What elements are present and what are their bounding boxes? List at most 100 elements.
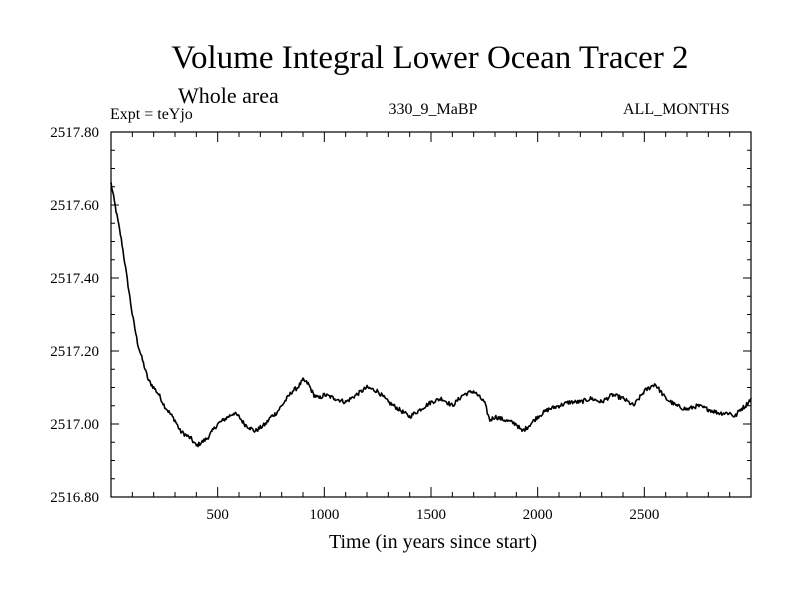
period-label: 330_9_MaBP bbox=[388, 101, 478, 118]
data-point bbox=[233, 412, 235, 414]
data-point bbox=[174, 419, 176, 421]
data-point bbox=[537, 416, 539, 418]
data-point bbox=[505, 419, 507, 421]
data-point bbox=[515, 423, 517, 425]
data-point bbox=[558, 405, 560, 407]
x-tick-label: 2500 bbox=[629, 507, 659, 523]
data-point bbox=[547, 408, 549, 410]
data-point bbox=[254, 430, 256, 432]
y-tick-label: 2517.00 bbox=[50, 417, 99, 433]
series-line bbox=[110, 182, 752, 448]
data-point bbox=[142, 361, 144, 363]
data-point bbox=[345, 401, 347, 403]
data-point bbox=[211, 430, 213, 432]
data-point bbox=[217, 423, 219, 425]
data-point bbox=[366, 386, 368, 389]
data-point bbox=[675, 405, 677, 407]
data-point bbox=[526, 427, 528, 429]
y-tick-label: 2517.60 bbox=[50, 198, 99, 214]
data-point bbox=[569, 401, 571, 403]
data-point bbox=[665, 397, 667, 400]
data-point bbox=[707, 408, 709, 410]
data-point bbox=[334, 397, 336, 400]
data-point bbox=[750, 397, 752, 400]
series-layer bbox=[110, 182, 752, 448]
data-point bbox=[291, 390, 293, 392]
data-point bbox=[419, 408, 421, 410]
data-point bbox=[718, 412, 720, 414]
experiment-label: Expt = teYjo bbox=[110, 106, 193, 123]
data-point bbox=[270, 416, 272, 418]
data-point bbox=[686, 408, 688, 410]
data-point bbox=[286, 397, 288, 400]
data-point bbox=[441, 397, 443, 400]
data-point bbox=[377, 390, 379, 392]
data-point bbox=[654, 383, 656, 385]
y-tick-label: 2517.40 bbox=[50, 271, 99, 287]
data-point bbox=[195, 445, 197, 447]
data-point bbox=[318, 397, 320, 400]
data-point bbox=[430, 401, 432, 403]
data-point bbox=[745, 405, 747, 407]
data-point bbox=[483, 401, 485, 403]
data-point bbox=[169, 412, 171, 414]
data-point bbox=[387, 401, 389, 403]
data-point bbox=[115, 211, 117, 213]
data-point bbox=[451, 405, 453, 407]
data-point bbox=[355, 394, 357, 396]
data-point bbox=[643, 390, 645, 392]
x-tick-label: 2000 bbox=[523, 507, 553, 523]
x-tick-label: 1000 bbox=[309, 507, 339, 523]
data-point bbox=[398, 408, 400, 410]
data-point bbox=[131, 313, 133, 316]
data-point bbox=[153, 386, 155, 389]
data-point bbox=[158, 394, 160, 396]
data-point bbox=[313, 394, 315, 396]
data-point bbox=[590, 397, 592, 400]
data-point bbox=[121, 240, 123, 243]
data-point bbox=[265, 423, 267, 425]
data-point bbox=[697, 405, 699, 407]
chart-title: Volume Integral Lower Ocean Tracer 2 bbox=[171, 40, 689, 76]
y-axis: 2516.80 2517.00 2517.20 2517.40 2517.60 2517.… bbox=[50, 125, 751, 506]
data-point bbox=[227, 416, 229, 418]
data-point bbox=[259, 427, 261, 429]
y-tick-label: 2517.80 bbox=[50, 125, 99, 141]
data-point bbox=[473, 390, 475, 392]
months-label: ALL_MONTHS bbox=[623, 101, 730, 118]
data-point bbox=[243, 423, 245, 425]
data-point bbox=[601, 401, 603, 403]
data-point bbox=[238, 416, 240, 418]
data-point bbox=[137, 343, 139, 345]
data-point bbox=[297, 386, 299, 389]
x-tick-label: 1500 bbox=[416, 507, 446, 523]
plot-frame bbox=[110, 131, 752, 498]
data-point bbox=[307, 383, 309, 385]
y-tick-label: 2516.80 bbox=[50, 490, 99, 506]
data-point bbox=[249, 427, 251, 429]
data-point bbox=[185, 434, 187, 436]
data-point bbox=[190, 438, 192, 440]
data-point bbox=[302, 379, 304, 381]
data-point bbox=[633, 405, 635, 407]
data-point bbox=[110, 182, 112, 184]
data-point bbox=[275, 412, 277, 414]
data-point bbox=[409, 416, 411, 418]
data-point bbox=[222, 419, 224, 421]
data-point bbox=[163, 405, 165, 407]
data-point bbox=[734, 416, 736, 418]
x-tick-label: 500 bbox=[206, 507, 229, 523]
data-point bbox=[494, 416, 496, 418]
y-tick-label: 2517.20 bbox=[50, 344, 99, 360]
data-point bbox=[281, 405, 283, 407]
data-point bbox=[622, 397, 624, 400]
data-point bbox=[489, 419, 491, 421]
x-axis: 500 1000 1500 2000 2500 bbox=[131, 132, 731, 523]
data-point bbox=[729, 412, 731, 414]
data-point bbox=[579, 401, 581, 403]
data-point bbox=[147, 379, 149, 381]
data-point bbox=[126, 277, 128, 279]
data-point bbox=[201, 441, 203, 443]
chart-subtitle: Whole area bbox=[178, 83, 279, 108]
